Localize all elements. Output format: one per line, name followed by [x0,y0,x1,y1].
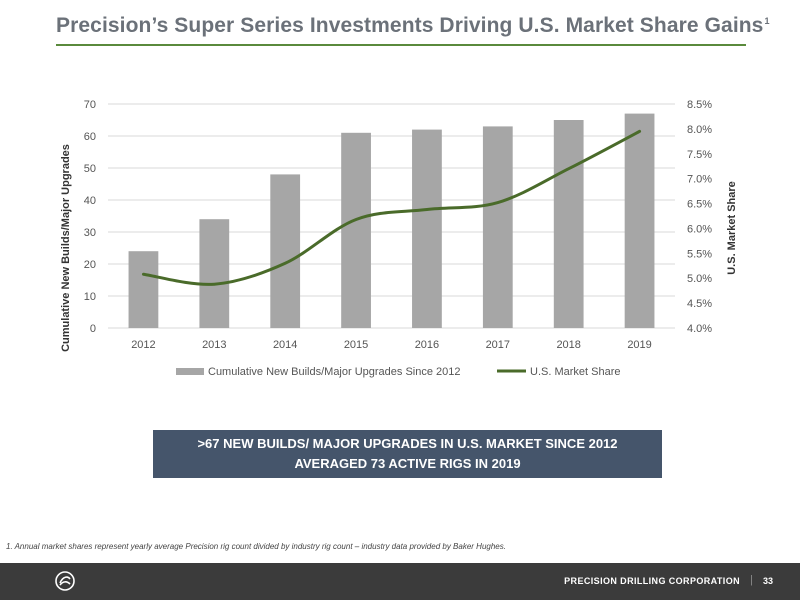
footer-bar: PRECISION DRILLING CORPORATION | 33 [0,563,800,600]
x-tick-label: 2015 [344,339,368,351]
x-tick-label: 2013 [202,339,226,351]
legend-swatch-bars [176,368,204,375]
bar [199,219,230,328]
right-tick-label: 6.0% [687,223,712,235]
left-axis-label: Cumulative New Builds/Major Upgrades [60,144,72,352]
x-tick-label: 2012 [131,339,155,351]
left-tick-label: 20 [84,259,96,271]
left-tick-label: 50 [84,163,96,175]
right-tick-label: 5.0% [687,273,712,285]
chart: 0 10 20 30 40 50 60 70 4.0% 4.5% 5.0% 5.5% 6.0% 6.5%… [60,99,738,378]
right-axis-ticks: 4.0% 4.5% 5.0% 5.5% 6.0% 6.5% 7.0% 7.5% 8.0% 8.5% [687,99,712,335]
market-share-line [141,129,642,286]
left-tick-label: 0 [90,323,96,335]
banner-line-2: AVERAGED 73 ACTIVE RIGS IN 2019 [294,456,521,471]
grid [108,103,675,329]
left-tick-label: 10 [84,291,96,303]
right-tick-label: 4.0% [687,323,712,335]
x-axis-ticks: 2012 2013 2014 2015 2016 2017 2018 2019 [131,339,652,351]
left-tick-label: 30 [84,227,96,239]
bar-series [128,113,655,329]
right-tick-label: 5.5% [687,248,712,260]
x-tick-label: 2019 [627,339,651,351]
left-tick-label: 60 [84,131,96,143]
legend-label-line: U.S. Market Share [530,366,620,378]
slide-title: Precision’s Super Series Investments Dri… [56,14,770,38]
banner-line-1: >67 NEW BUILDS/ MAJOR UPGRADES IN U.S. M… [197,436,618,451]
title-footnote-marker: 1 [764,16,770,26]
left-tick-label: 70 [84,99,96,111]
x-tick-label: 2018 [556,339,580,351]
page-number: 33 [762,576,773,586]
right-tick-label: 7.5% [687,149,712,161]
bar [553,120,584,328]
right-tick-label: 8.5% [687,99,712,111]
bar [341,132,371,328]
footer-separator: | [750,574,753,586]
bar [270,174,301,328]
company-logo-icon [55,571,75,591]
legend-label-bars: Cumulative New Builds/Major Upgrades Sin… [208,366,461,378]
summary-banner: >67 NEW BUILDS/ MAJOR UPGRADES IN U.S. M… [153,430,662,478]
right-tick-label: 4.5% [687,298,712,310]
bar [624,113,655,328]
line-series [141,129,642,286]
bar [128,251,159,328]
footnote: 1. Annual market shares represent yearly… [6,542,506,551]
right-axis-label: U.S. Market Share [726,181,738,275]
right-tick-label: 7.0% [687,174,712,186]
x-tick-label: 2016 [415,339,439,351]
bar [412,129,442,328]
right-tick-label: 8.0% [687,124,712,136]
title-underline [56,44,746,46]
x-tick-label: 2017 [486,339,510,351]
bar [482,126,513,329]
legend: Cumulative New Builds/Major Upgrades Sin… [176,366,620,378]
slide-title-text: Precision’s Super Series Investments Dri… [56,14,764,37]
right-tick-label: 6.5% [687,199,712,211]
company-name: PRECISION DRILLING CORPORATION [564,576,740,586]
left-tick-label: 40 [84,195,96,207]
x-tick-label: 2014 [273,339,297,351]
left-axis-ticks: 0 10 20 30 40 50 60 70 [84,99,96,335]
